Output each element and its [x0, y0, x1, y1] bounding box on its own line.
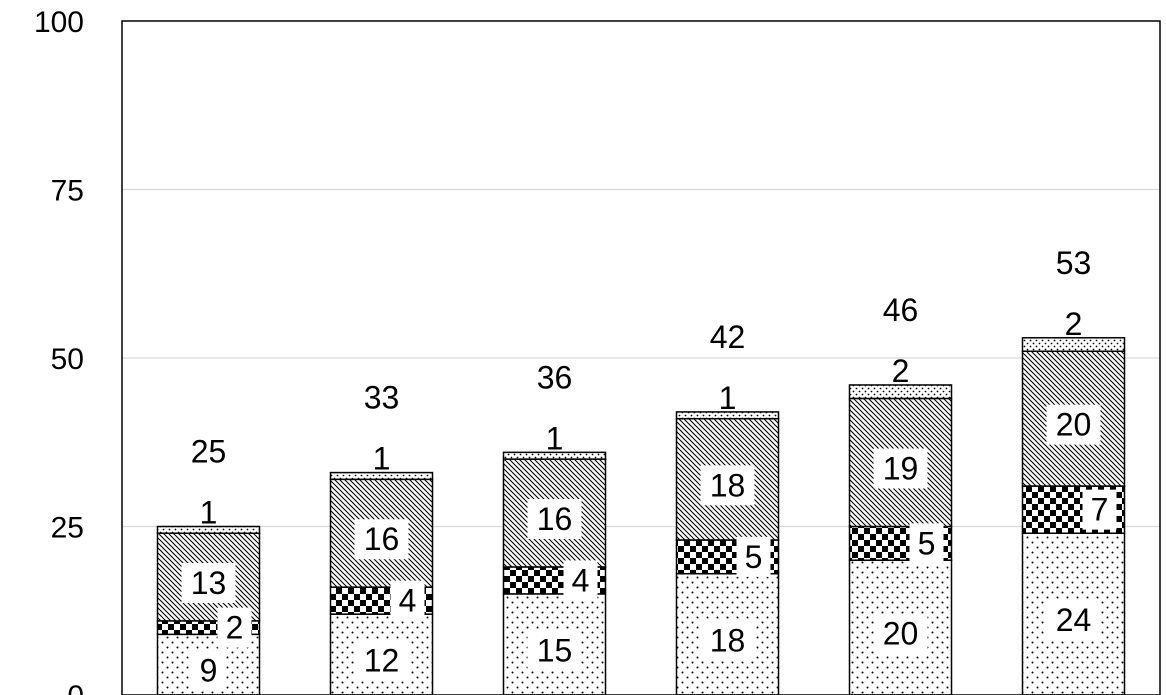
bar-segment — [502, 451, 607, 460]
data-label-bg — [354, 640, 409, 681]
y-tick-label: 50 — [51, 343, 84, 376]
bar-segment — [1021, 337, 1126, 353]
total-label: 42 — [710, 319, 746, 355]
y-tick-label: 75 — [51, 175, 84, 208]
data-label: 16 — [537, 501, 573, 537]
data-label: 5 — [918, 525, 936, 561]
bar-segment — [848, 384, 953, 400]
data-label-bg — [700, 465, 755, 506]
data-label: 16 — [364, 521, 400, 557]
y-axis-ticks: 0 25 50 75 100 — [34, 6, 84, 695]
data-label: 2 — [226, 610, 244, 646]
data-label: 20 — [1056, 407, 1092, 443]
data-label-bg — [191, 650, 226, 691]
data-label: 9 — [200, 653, 218, 689]
data-label-bg — [873, 448, 928, 489]
data-label: 1 — [546, 420, 564, 456]
data-label: 7 — [1091, 492, 1109, 528]
data-label-bg — [181, 563, 236, 604]
data-label: 4 — [572, 562, 590, 598]
total-label: 53 — [1056, 245, 1092, 281]
data-label: 20 — [883, 616, 919, 652]
data-label-bg — [1082, 489, 1117, 530]
data-label-bg — [390, 580, 425, 621]
data-label-bg — [527, 499, 582, 540]
data-label: 15 — [537, 632, 573, 668]
data-label: 18 — [710, 467, 746, 503]
data-label: 24 — [1056, 602, 1092, 638]
data-label-bg — [736, 536, 771, 577]
data-labels: 9213125124161331541613618518142205192462… — [181, 245, 1117, 691]
data-label-bg — [563, 560, 598, 601]
total-label: 46 — [883, 292, 919, 328]
data-label: 18 — [710, 622, 746, 658]
data-label: 13 — [191, 565, 227, 601]
bars — [156, 337, 1126, 695]
y-tick-label: 100 — [34, 6, 84, 39]
y-tick-label: 0 — [67, 680, 84, 695]
bar-segment — [329, 471, 434, 481]
y-tick-label: 25 — [51, 512, 84, 545]
data-label-bg — [217, 607, 252, 648]
bar-segment — [1021, 350, 1126, 487]
data-label-bg — [1046, 600, 1101, 641]
total-label: 25 — [191, 434, 227, 470]
data-label-bg — [354, 519, 409, 560]
data-label-bg — [700, 620, 755, 661]
data-label: 5 — [745, 539, 763, 575]
data-label: 1 — [200, 495, 218, 531]
data-label-bg — [909, 523, 944, 564]
total-label: 36 — [537, 359, 573, 395]
data-label: 1 — [373, 441, 391, 477]
data-label-bg — [873, 613, 928, 654]
total-label: 33 — [364, 380, 400, 416]
data-label: 1 — [719, 380, 737, 416]
bar-segment — [156, 525, 261, 534]
data-label-bg — [527, 630, 582, 671]
data-label: 19 — [883, 450, 919, 486]
bar-segment — [675, 411, 780, 420]
gridlines — [122, 188, 1160, 528]
data-label: 4 — [399, 583, 417, 619]
data-label: 2 — [1065, 306, 1083, 342]
data-label: 2 — [892, 353, 910, 389]
data-label: 12 — [364, 643, 400, 679]
plot-area-frame — [121, 20, 1161, 695]
data-label-bg — [1046, 404, 1101, 445]
